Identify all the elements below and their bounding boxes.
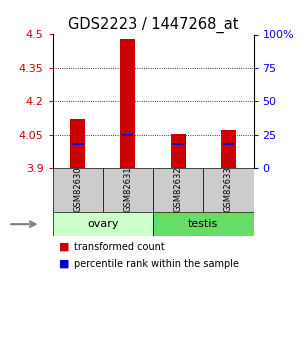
Bar — [153, 212, 254, 236]
Bar — [122, 134, 134, 136]
Text: ovary: ovary — [87, 219, 119, 229]
Text: ■: ■ — [59, 242, 70, 252]
Text: transformed count: transformed count — [74, 242, 164, 252]
Bar — [52, 212, 153, 236]
Bar — [70, 119, 85, 168]
Bar — [120, 39, 135, 168]
Title: GDS2223 / 1447268_at: GDS2223 / 1447268_at — [68, 17, 238, 33]
Text: percentile rank within the sample: percentile rank within the sample — [74, 259, 238, 269]
Text: GSM82632: GSM82632 — [174, 166, 183, 212]
Text: GSM82633: GSM82633 — [224, 166, 233, 212]
Bar — [223, 143, 234, 145]
Bar — [203, 168, 254, 212]
Text: GSM82631: GSM82631 — [123, 166, 132, 212]
Text: GSM82630: GSM82630 — [73, 166, 82, 212]
Bar — [52, 168, 103, 212]
Bar — [171, 134, 186, 168]
Text: testis: testis — [188, 219, 218, 229]
Bar — [153, 168, 203, 212]
Text: ■: ■ — [59, 259, 70, 269]
Bar — [221, 130, 236, 168]
Bar — [103, 168, 153, 212]
Bar — [172, 143, 184, 145]
Bar — [72, 143, 83, 145]
